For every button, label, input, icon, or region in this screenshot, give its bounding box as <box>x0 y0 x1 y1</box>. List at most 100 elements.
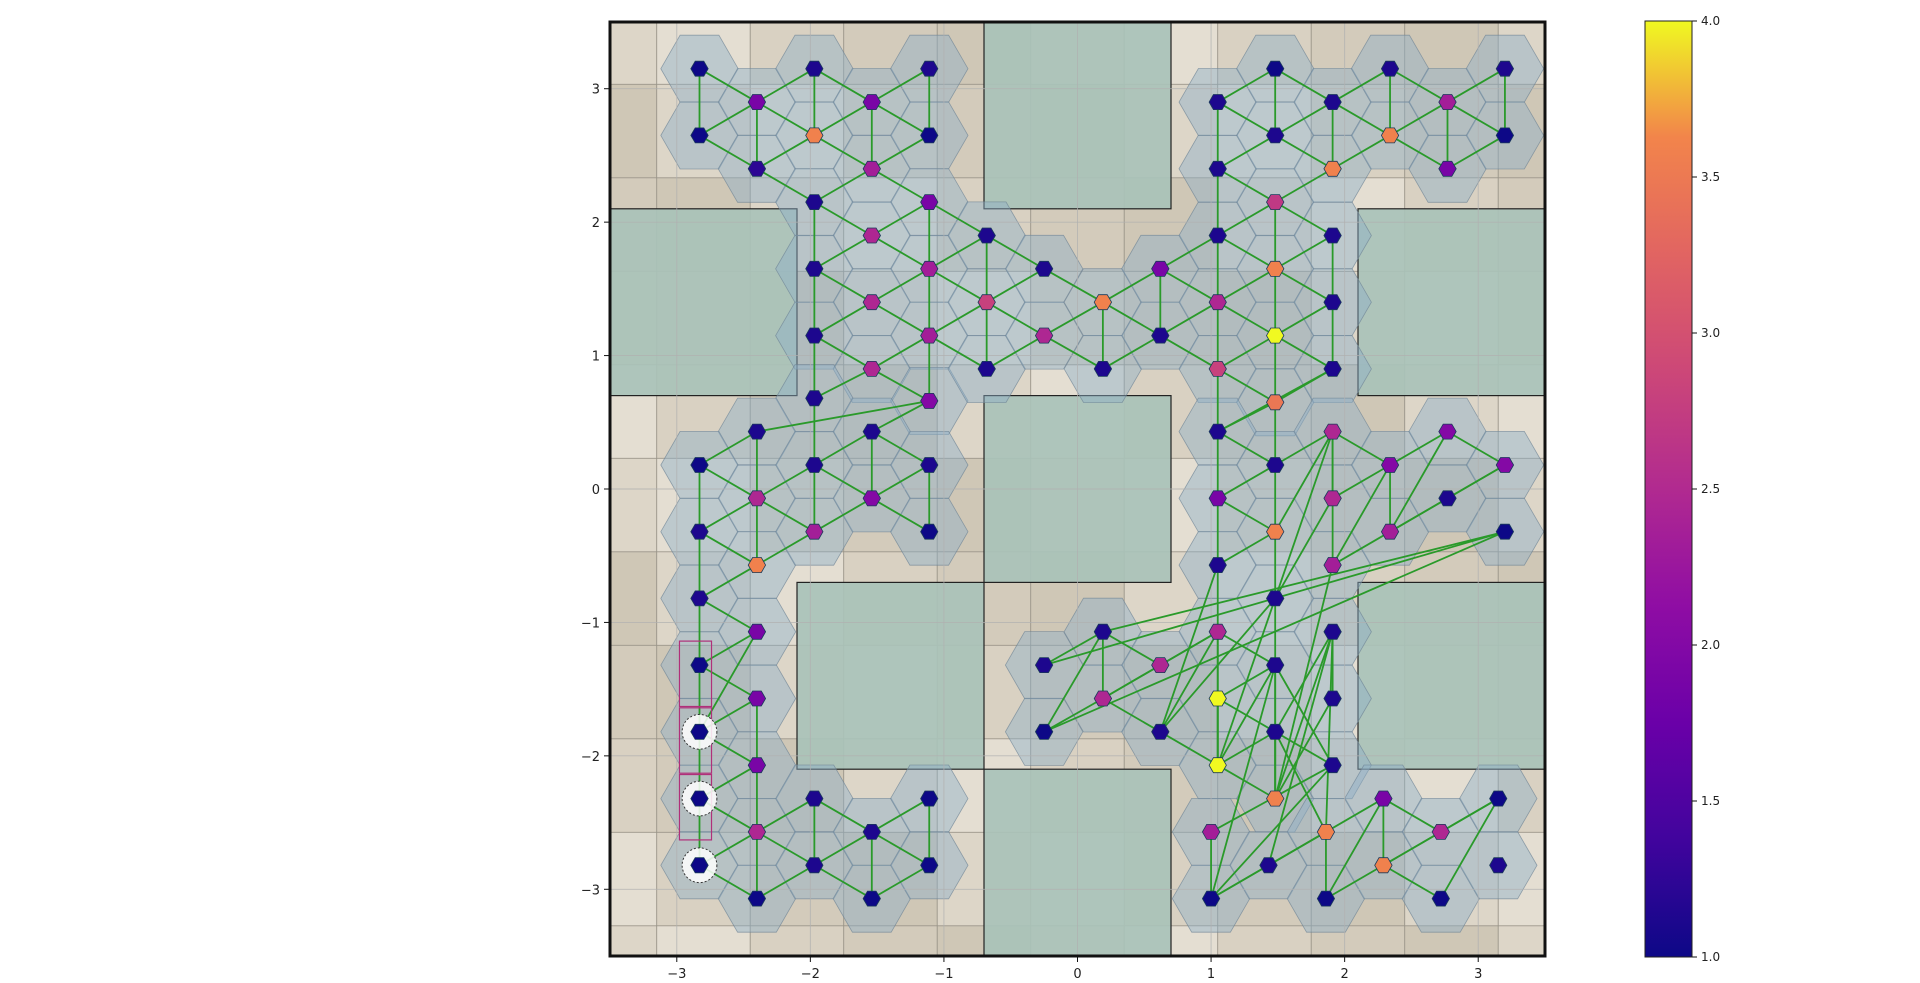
data-point <box>1266 327 1285 344</box>
data-point <box>690 790 709 807</box>
data-point <box>862 490 881 507</box>
floor-tile <box>749 831 845 927</box>
graph-edge <box>1447 430 1506 466</box>
data-point <box>805 194 824 210</box>
graph-edge <box>928 334 988 370</box>
graph-edge <box>1217 67 1276 103</box>
x-tick-label: 2 <box>1341 967 1349 982</box>
x-tick-label: 3 <box>1474 967 1482 982</box>
data-point <box>1380 523 1400 540</box>
graph-edge <box>1043 630 1104 666</box>
graph-edge <box>813 334 873 370</box>
floor-tile <box>1497 831 1545 927</box>
background-tile <box>610 208 798 397</box>
colorbar-tick-label: 4.0 <box>1701 14 1720 28</box>
data-point <box>1208 94 1227 110</box>
data-point <box>1151 260 1170 277</box>
graph-edge <box>1217 334 1276 370</box>
graph-edge <box>1217 530 1276 566</box>
data-point <box>1208 757 1227 774</box>
y-tick-label: 0 <box>592 483 600 498</box>
axes-layer: −3 −2 −1 0 1 2 3 −3 −2 −1 0 1 2 3 <box>581 83 1483 982</box>
data-point <box>1495 457 1515 473</box>
graph-edge <box>1217 167 1276 203</box>
data-point <box>920 60 939 77</box>
graph-edge <box>813 134 873 170</box>
graph-edge <box>1382 864 1442 900</box>
floor-tile <box>1217 831 1312 927</box>
data-point <box>1266 657 1285 673</box>
graph-edge <box>1274 201 1334 237</box>
graph-edge <box>756 864 815 900</box>
data-point <box>1208 490 1227 507</box>
graph-edge <box>1325 798 1385 900</box>
data-point <box>747 423 767 440</box>
graph-edge <box>699 464 758 500</box>
colorbar-tick-label: 2.5 <box>1701 482 1720 496</box>
graph-edge <box>871 831 930 867</box>
floor-tile <box>1310 925 1406 956</box>
data-point <box>1431 824 1450 840</box>
data-point <box>1323 227 1342 244</box>
graph-edge <box>1331 464 1391 566</box>
data-point <box>747 623 767 640</box>
graph-edge <box>1216 598 1277 766</box>
graph-edge <box>928 268 988 303</box>
graph-edge <box>1447 464 1506 500</box>
graph-edge <box>813 864 873 900</box>
graph-edge <box>1102 334 1161 370</box>
graph-edge <box>928 301 988 337</box>
data-point <box>805 327 824 344</box>
data-point <box>1323 160 1342 177</box>
data-point <box>1259 857 1278 874</box>
graph-edge <box>813 464 873 500</box>
graph-edge <box>986 301 1045 337</box>
data-point <box>747 890 767 907</box>
graph-edge <box>756 797 815 833</box>
graph-edge <box>871 497 930 533</box>
graph-edge <box>813 368 873 400</box>
data-point <box>1495 127 1515 144</box>
data-point <box>1151 657 1170 673</box>
colorbar-tick-label: 2.0 <box>1701 638 1720 652</box>
graph-edge <box>1102 530 1506 633</box>
floor-tile <box>656 925 751 956</box>
graph-edge <box>871 201 930 237</box>
graph-edge <box>871 167 930 203</box>
graph-edge <box>1102 697 1161 733</box>
graph-edge <box>756 464 815 500</box>
floor-tile <box>749 22 845 85</box>
floor-tile <box>1217 644 1312 740</box>
data-point <box>1323 94 1342 110</box>
graph-edge <box>1274 101 1334 137</box>
graph-edge <box>1217 268 1276 303</box>
graph-edge <box>1159 631 1219 733</box>
graph-edge <box>1267 631 1334 866</box>
data-point <box>1093 294 1113 311</box>
data-point <box>977 227 996 244</box>
y-tick-label: −1 <box>581 616 600 631</box>
graph-edge <box>871 797 930 833</box>
y-tick-label: 1 <box>592 350 600 365</box>
graph-edge <box>1332 67 1391 103</box>
graph-edge <box>1159 731 1219 766</box>
y-tick-label: −2 <box>581 750 600 765</box>
graph-edge <box>756 101 815 137</box>
points-layer <box>681 60 1515 907</box>
data-point <box>977 294 996 311</box>
data-point <box>1495 60 1515 77</box>
data-point <box>805 523 824 540</box>
data-point <box>920 790 939 807</box>
data-point <box>690 723 709 740</box>
data-point <box>1208 557 1227 573</box>
graph-edge <box>1217 134 1276 170</box>
graph-edge <box>1102 630 1161 666</box>
data-point <box>862 824 881 840</box>
graph-edge <box>1274 564 1334 799</box>
data-point <box>805 857 824 874</box>
data-point <box>1316 824 1336 840</box>
data-point <box>920 327 939 344</box>
data-point <box>862 94 881 110</box>
graph-edge <box>699 497 758 533</box>
